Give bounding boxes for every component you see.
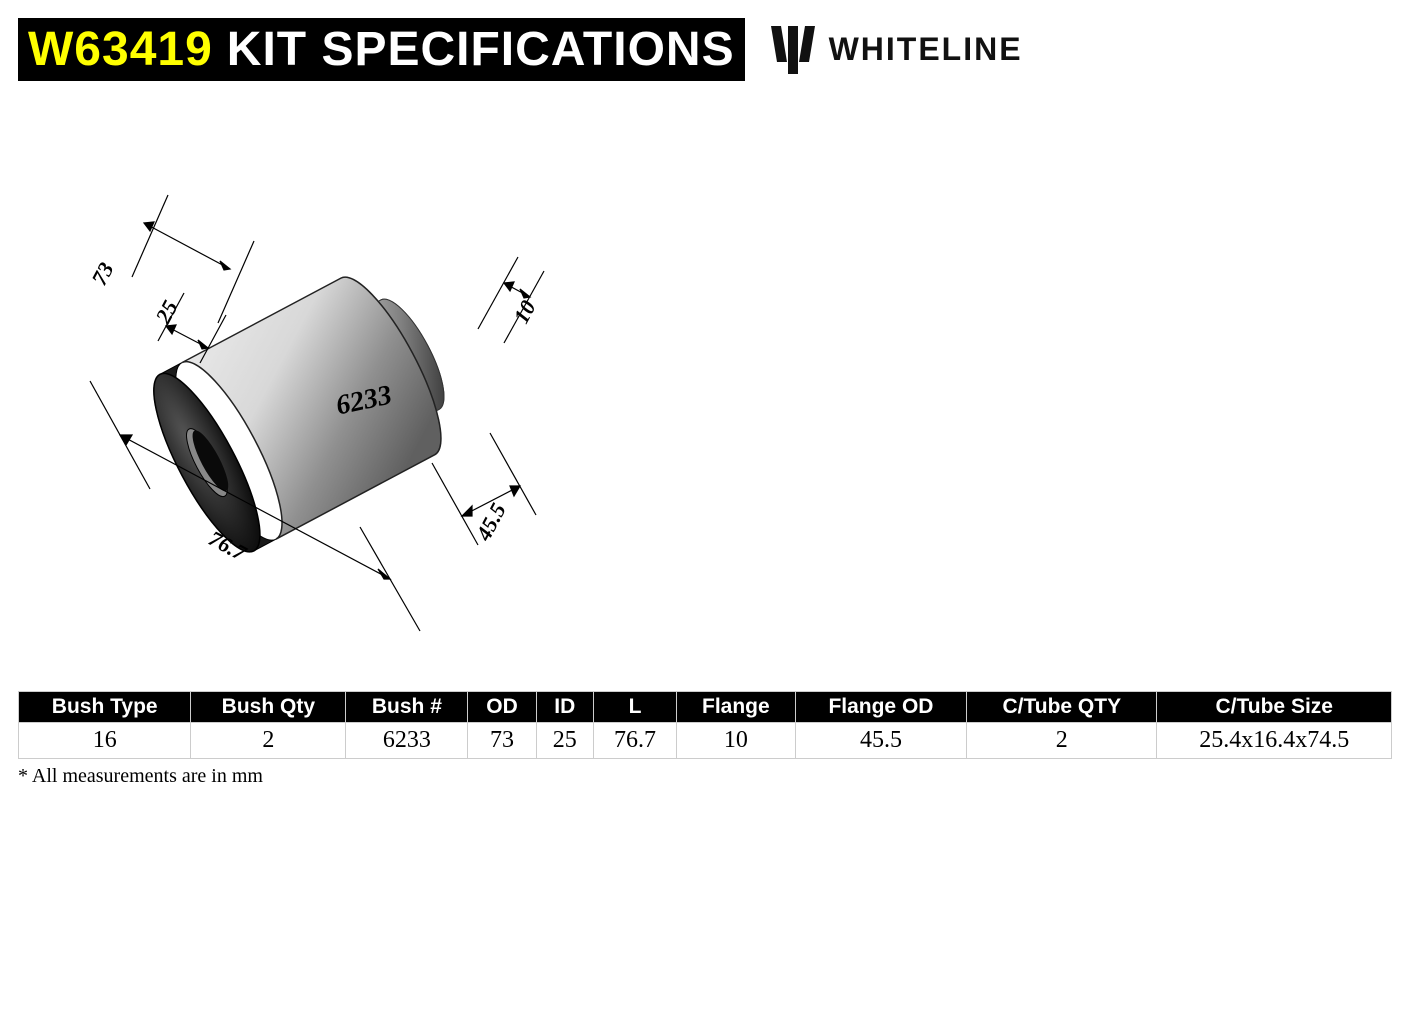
col-flange: Flange bbox=[676, 692, 795, 723]
kit-code: W63419 bbox=[28, 22, 213, 77]
cell-ctube-qty: 2 bbox=[967, 723, 1157, 759]
brand-name: WHITELINE bbox=[829, 31, 1023, 68]
table-row: 16 2 6233 73 25 76.7 10 45.5 2 25.4x16.4… bbox=[19, 723, 1392, 759]
cell-l: 76.7 bbox=[594, 723, 677, 759]
col-flange-od: Flange OD bbox=[795, 692, 966, 723]
cell-id: 25 bbox=[536, 723, 594, 759]
cell-ctube-size: 25.4x16.4x74.5 bbox=[1157, 723, 1392, 759]
bushing-svg bbox=[34, 151, 574, 651]
col-bush-num: Bush # bbox=[346, 692, 468, 723]
header-row: W63419 KIT SPECIFICATIONS WHITELINE bbox=[18, 18, 1392, 81]
cell-flange-od: 45.5 bbox=[795, 723, 966, 759]
col-ctube-qty: C/Tube QTY bbox=[967, 692, 1157, 723]
cell-od: 73 bbox=[468, 723, 536, 759]
brand-mark-icon bbox=[769, 24, 819, 76]
col-od: OD bbox=[468, 692, 536, 723]
cell-bush-num: 6233 bbox=[346, 723, 468, 759]
footnote: * All measurements are in mm bbox=[18, 765, 1392, 788]
col-l: L bbox=[594, 692, 677, 723]
table-header-row: Bush Type Bush Qty Bush # OD ID L Flange… bbox=[19, 692, 1392, 723]
bushing-diagram: 73 25 76.7 10 45.5 6233 bbox=[34, 151, 574, 651]
cell-bush-type: 16 bbox=[19, 723, 191, 759]
cell-flange: 10 bbox=[676, 723, 795, 759]
brand-logo: WHITELINE bbox=[769, 24, 1023, 76]
spec-table: Bush Type Bush Qty Bush # OD ID L Flange… bbox=[18, 691, 1392, 759]
title-bar: W63419 KIT SPECIFICATIONS bbox=[18, 18, 745, 81]
col-id: ID bbox=[536, 692, 594, 723]
col-ctube-size: C/Tube Size bbox=[1157, 692, 1392, 723]
col-bush-type: Bush Type bbox=[19, 692, 191, 723]
kit-title: KIT SPECIFICATIONS bbox=[227, 22, 735, 77]
col-bush-qty: Bush Qty bbox=[191, 692, 346, 723]
cell-bush-qty: 2 bbox=[191, 723, 346, 759]
